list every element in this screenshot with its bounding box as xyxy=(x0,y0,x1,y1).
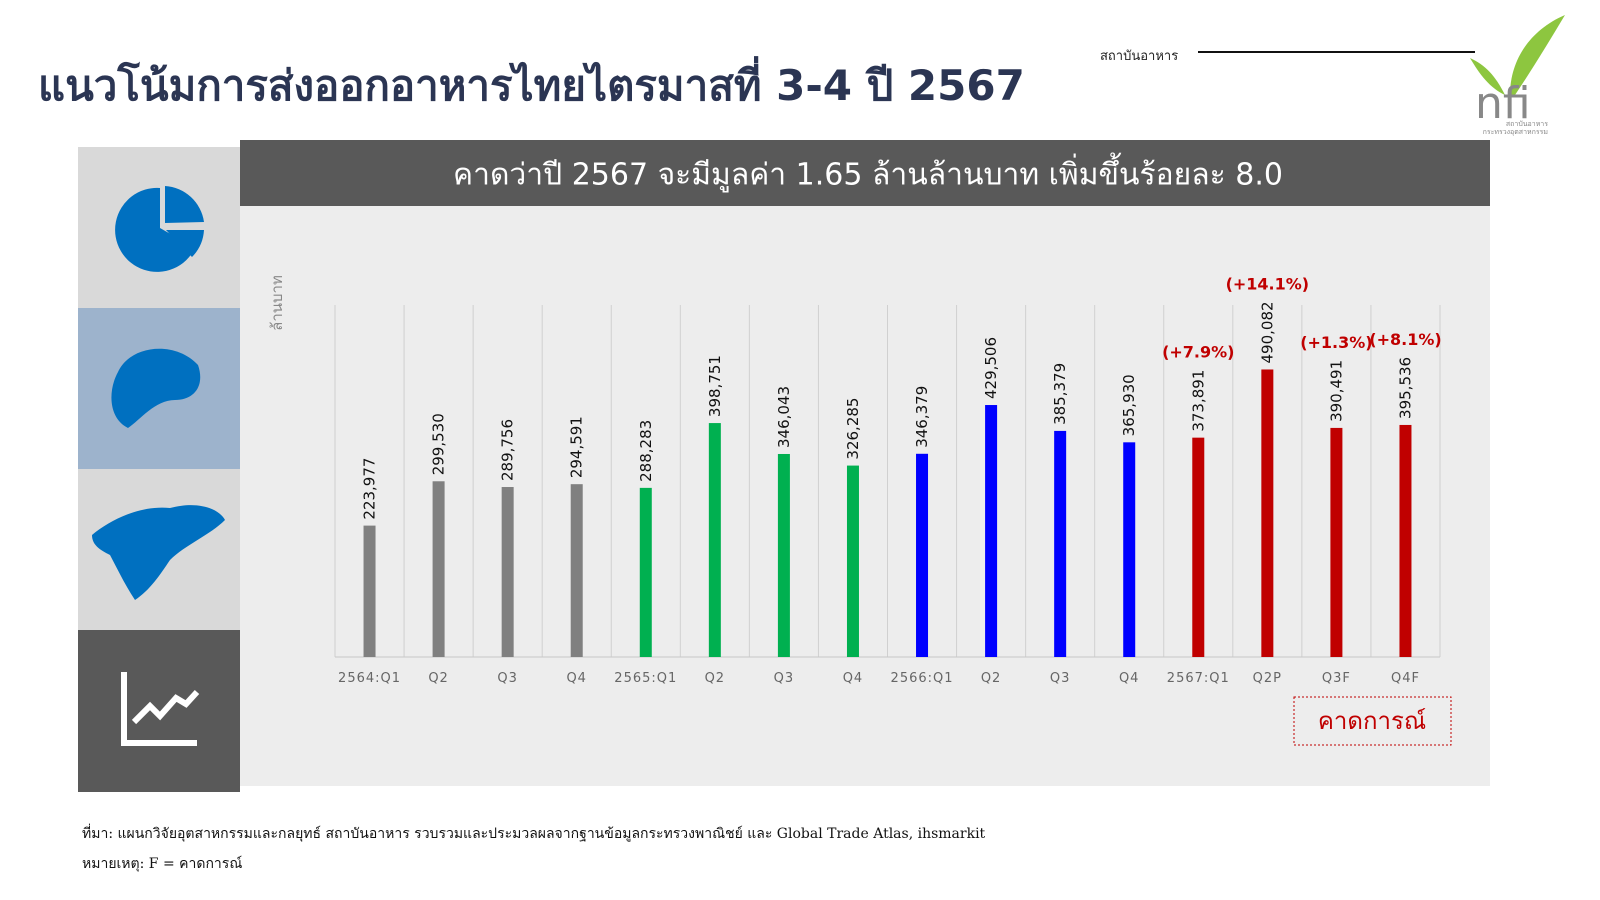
x-tick-label: Q3 xyxy=(1050,671,1071,686)
growth-label: (+14.1%) xyxy=(1226,274,1310,293)
x-tick-label: Q2 xyxy=(428,671,449,686)
pie-icon xyxy=(115,186,204,272)
bar xyxy=(1192,437,1205,657)
x-tick-label: Q4 xyxy=(566,671,587,686)
x-tick-label: Q2 xyxy=(705,671,726,686)
value-label: 395,536 xyxy=(1396,357,1414,419)
bar xyxy=(1330,427,1343,657)
x-tick-label: 2565:Q1 xyxy=(614,671,677,686)
map-icon xyxy=(92,505,225,600)
value-label: 429,506 xyxy=(982,337,1000,399)
value-label: 346,379 xyxy=(913,386,931,448)
bar xyxy=(432,481,445,657)
value-label: 390,491 xyxy=(1327,360,1345,422)
logo-leaf xyxy=(1470,58,1505,95)
forecast-box xyxy=(1293,696,1452,746)
growth-label: (+8.1%) xyxy=(1369,330,1441,349)
x-tick-label: Q3 xyxy=(497,671,518,686)
chart-subtitle: คาดว่าปี 2567 จะมีมูลค่า 1.65 ล้านล้านบา… xyxy=(453,153,1283,193)
value-label: 346,043 xyxy=(775,386,793,448)
x-tick-label: Q4 xyxy=(843,671,864,686)
bar xyxy=(363,525,376,657)
logo-text: nfi xyxy=(1475,78,1531,129)
bar xyxy=(501,487,514,657)
value-label: 385,379 xyxy=(1051,363,1069,425)
x-tick-label: Q3F xyxy=(1322,671,1351,686)
value-label: 398,751 xyxy=(706,355,724,417)
taco-icon xyxy=(111,348,201,428)
chart-panel xyxy=(240,140,1490,786)
value-label: 326,285 xyxy=(844,398,862,460)
value-label: 289,756 xyxy=(499,419,517,481)
x-tick-label: Q2 xyxy=(981,671,1002,686)
value-label: 365,930 xyxy=(1120,374,1138,436)
x-tick-label: 2564:Q1 xyxy=(338,671,401,686)
x-tick-label: Q4 xyxy=(1119,671,1140,686)
x-tick-label: 2567:Q1 xyxy=(1167,671,1230,686)
trend-icon xyxy=(121,672,200,746)
bar xyxy=(777,453,790,657)
bar xyxy=(916,453,929,657)
growth-label: (+1.3%) xyxy=(1300,333,1372,352)
bar xyxy=(1054,430,1067,657)
value-label: 294,591 xyxy=(568,416,586,478)
bar xyxy=(570,484,583,657)
growth-label: (+7.9%) xyxy=(1162,343,1234,362)
slide-title: แนวโน้มการส่งออกอาหารไทยไตรมาสที่ 3-4 ปี… xyxy=(38,56,1025,110)
bar xyxy=(1399,424,1412,657)
value-label: 223,977 xyxy=(361,458,379,520)
x-tick-label: 2566:Q1 xyxy=(891,671,954,686)
bar xyxy=(1261,369,1274,657)
x-tick-label: Q4F xyxy=(1391,671,1420,686)
y-axis-label: ล้านบาท xyxy=(268,275,286,331)
subtitle-bar xyxy=(240,140,1490,206)
footnote: หมายเหตุ: F = คาดการณ์ xyxy=(82,855,242,872)
value-label: 490,082 xyxy=(1258,301,1276,363)
footnote: ที่มา: แผนกวิจัยอุตสาหกรรมและกลยุทธ์ สถา… xyxy=(82,824,986,842)
value-label: 373,891 xyxy=(1189,370,1207,432)
forecast-label: คาดการณ์ xyxy=(1318,707,1426,735)
x-tick-label: Q3 xyxy=(774,671,795,686)
bar xyxy=(846,465,859,657)
org-name: สถาบันอาหาร xyxy=(1100,49,1178,64)
bar xyxy=(639,487,652,657)
logo-caption: สถาบันอาหาร xyxy=(1506,120,1548,128)
value-label: 288,283 xyxy=(637,420,655,482)
x-tick-label: Q2P xyxy=(1253,671,1282,686)
bar xyxy=(985,405,998,657)
logo-leaf xyxy=(1510,15,1565,95)
logo-caption: กระทรวงอุตสาหกรรม xyxy=(1483,128,1548,136)
bar xyxy=(1123,442,1136,657)
bar xyxy=(708,423,721,657)
value-label: 299,530 xyxy=(430,413,448,475)
